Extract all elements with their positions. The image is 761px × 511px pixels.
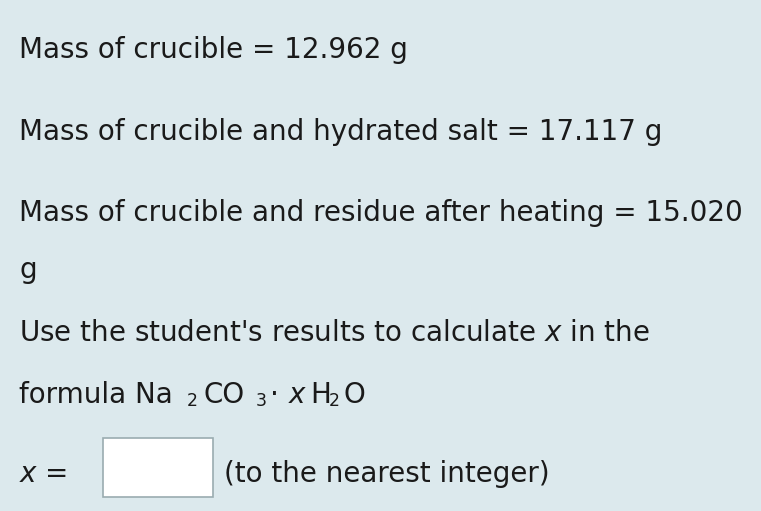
Text: $x$: $x$ <box>288 381 307 409</box>
Text: CO: CO <box>204 381 245 409</box>
Text: Mass of crucible and hydrated salt = 17.117 g: Mass of crucible and hydrated salt = 17.… <box>19 118 662 146</box>
Text: (to the nearest integer): (to the nearest integer) <box>224 460 550 488</box>
Text: Use the student's results to calculate $x$ in the: Use the student's results to calculate $… <box>19 319 650 347</box>
Text: g: g <box>19 256 37 284</box>
Text: O: O <box>344 381 366 409</box>
Text: Mass of crucible = 12.962 g: Mass of crucible = 12.962 g <box>19 36 408 64</box>
Text: H: H <box>310 381 331 409</box>
Text: 3: 3 <box>256 392 266 410</box>
Text: 2: 2 <box>329 392 339 410</box>
Text: ·: · <box>270 381 279 409</box>
Text: 2: 2 <box>186 392 197 410</box>
Text: Mass of crucible and residue after heating = 15.020: Mass of crucible and residue after heati… <box>19 199 743 227</box>
Text: $x$ =: $x$ = <box>19 460 68 488</box>
FancyBboxPatch shape <box>103 438 213 497</box>
Text: formula Na: formula Na <box>19 381 173 409</box>
